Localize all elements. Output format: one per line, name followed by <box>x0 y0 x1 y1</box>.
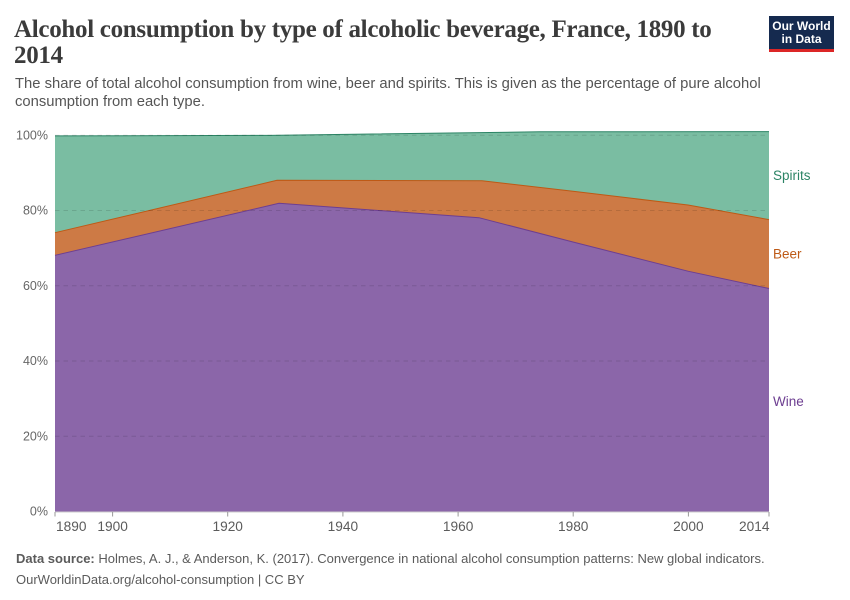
svg-text:1900: 1900 <box>97 519 128 534</box>
svg-text:1960: 1960 <box>443 519 474 534</box>
svg-text:80%: 80% <box>23 204 48 218</box>
svg-text:20%: 20% <box>23 430 48 444</box>
svg-text:Beer: Beer <box>773 247 802 262</box>
svg-text:Spirits: Spirits <box>773 168 811 183</box>
svg-text:1940: 1940 <box>328 519 359 534</box>
svg-text:1920: 1920 <box>212 519 243 534</box>
svg-text:2014: 2014 <box>739 519 770 534</box>
svg-text:40%: 40% <box>23 354 48 368</box>
svg-text:1980: 1980 <box>558 519 589 534</box>
svg-text:60%: 60% <box>23 279 48 293</box>
svg-text:2000: 2000 <box>673 519 704 534</box>
svg-text:Wine: Wine <box>773 394 804 409</box>
svg-text:0%: 0% <box>30 505 48 519</box>
svg-text:1890: 1890 <box>56 519 87 534</box>
svg-text:100%: 100% <box>16 129 48 143</box>
